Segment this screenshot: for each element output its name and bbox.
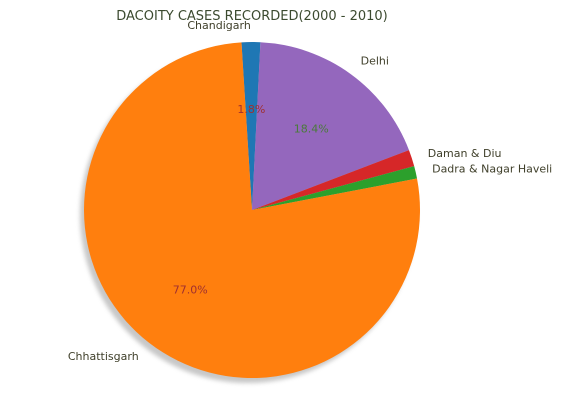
slice-label: Dadra & Nagar Haveli	[432, 163, 552, 176]
pie-slices	[80, 42, 420, 383]
slice-percent-label: 77.0%	[173, 284, 208, 297]
slice-label: Chandigarh	[187, 19, 250, 32]
slice-label: Chhattisgarh	[68, 350, 139, 363]
slice-label: Delhi	[361, 55, 389, 68]
slice-percent-label: 1.8%	[237, 103, 265, 116]
chart-title: DACOITY CASES RECORDED(2000 - 2010)	[116, 9, 388, 24]
slice-label: Daman & Diu	[428, 147, 502, 160]
slice-percent-label: 18.4%	[294, 123, 329, 136]
